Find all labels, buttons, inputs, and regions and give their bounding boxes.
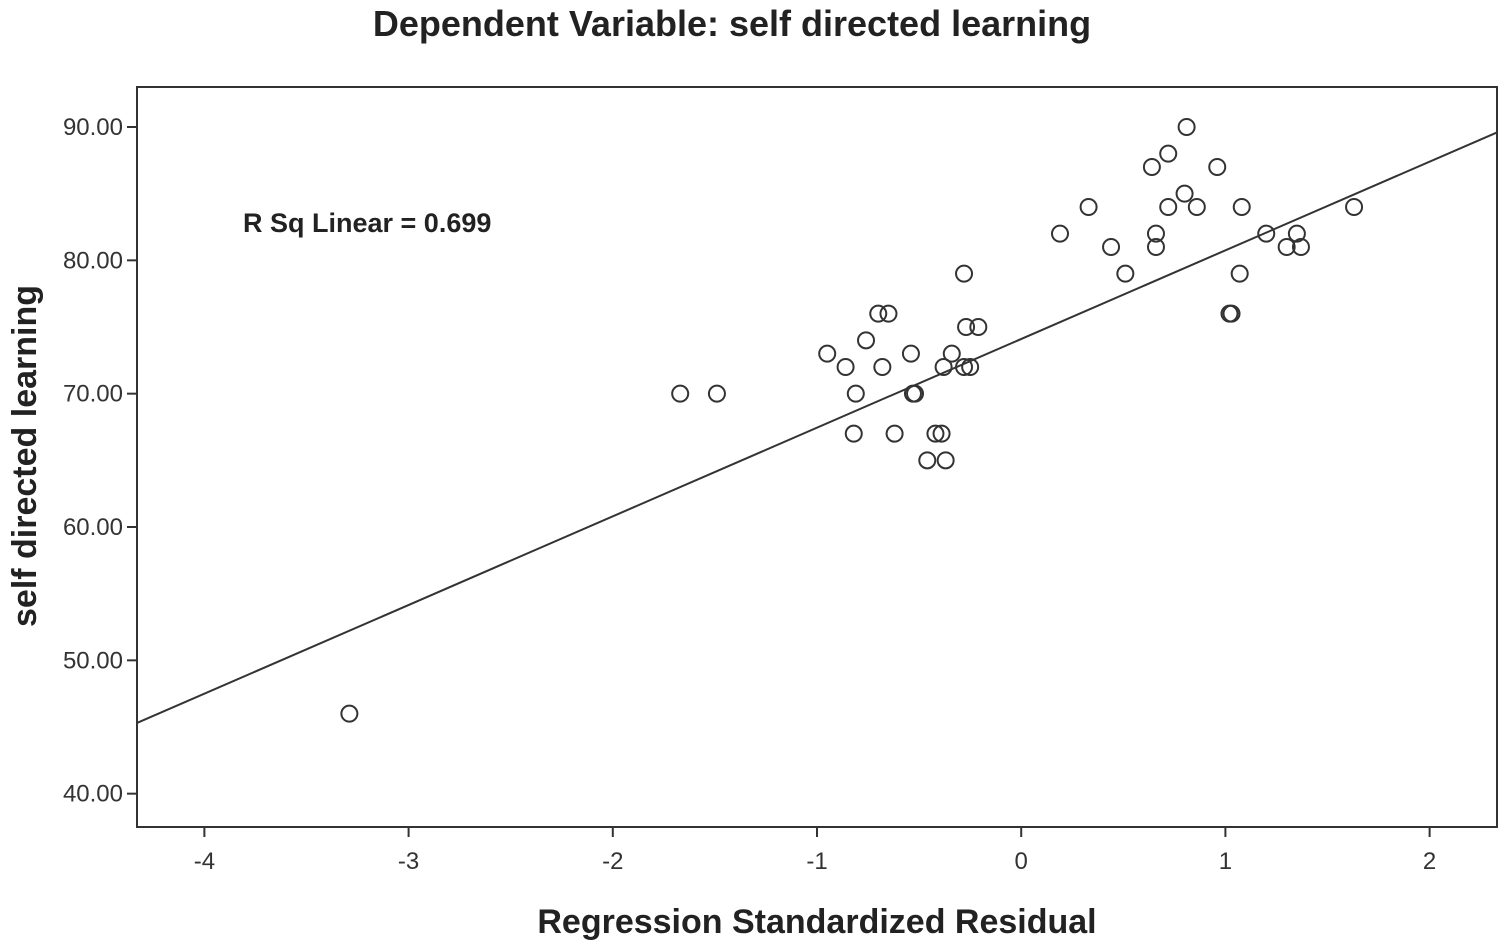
x-tick-label: -1 <box>806 848 827 875</box>
x-tick-label: -4 <box>194 848 215 875</box>
scatter-point <box>957 318 976 336</box>
scatter-point <box>1291 238 1310 256</box>
scatter-point <box>1345 198 1364 216</box>
scatter-point <box>961 358 980 376</box>
scatter-point <box>901 344 920 363</box>
chart-title: Dependent Variable: self directed learni… <box>373 3 1091 44</box>
x-tick-label: -3 <box>398 848 419 875</box>
r-squared-annotation: R Sq Linear = 0.699 <box>243 208 491 238</box>
y-tick-label: 60.00 <box>63 514 123 541</box>
scatter-point <box>340 704 359 723</box>
y-axis: 40.00 50.00 60.00 70.00 80.00 90.00 <box>63 114 137 808</box>
scatter-point <box>1287 224 1306 243</box>
x-axis: -4 -3 -2 -1 0 1 2 <box>194 827 1436 875</box>
scatter-point <box>1208 158 1227 176</box>
scatter-point <box>885 424 904 443</box>
scatter-point <box>1257 224 1276 243</box>
scatter-point <box>844 424 863 443</box>
scatter-point <box>1277 238 1296 256</box>
scatter-point <box>1159 144 1178 163</box>
scatter-point <box>1116 264 1135 283</box>
scatter-point <box>1175 184 1194 203</box>
scatter-point <box>1230 264 1249 283</box>
scatter-point <box>906 384 925 403</box>
scatter-point <box>857 331 876 350</box>
scatter-point <box>934 358 953 376</box>
scatter-point <box>671 384 690 403</box>
scatter-point <box>955 358 974 376</box>
scatter-point <box>969 318 988 336</box>
scatter-point <box>1079 198 1098 216</box>
scatter-point <box>707 384 726 403</box>
scatter-point <box>1187 198 1206 216</box>
scatter-point <box>932 424 951 443</box>
scatter-point <box>1142 158 1161 176</box>
x-tick-label: 1 <box>1219 848 1232 875</box>
y-tick-label: 80.00 <box>63 247 123 274</box>
scatter-point <box>1159 198 1178 216</box>
y-tick-label: 90.00 <box>63 114 123 141</box>
scatter-point <box>873 358 892 376</box>
plot-area-frame <box>136 86 1498 828</box>
y-tick-label: 70.00 <box>63 381 123 408</box>
scatter-point <box>936 451 955 470</box>
scatter-point <box>1222 304 1241 323</box>
scatter-point <box>1232 198 1251 216</box>
scatter-point <box>926 424 945 443</box>
scatter-point <box>1146 224 1165 243</box>
x-axis-label: Regression Standardized Residual <box>537 903 1096 941</box>
y-axis-label: self directed learning <box>6 285 44 627</box>
scatter-point <box>869 304 888 323</box>
scatter-point <box>836 358 855 376</box>
scatter-point <box>1051 224 1070 243</box>
scatter-point <box>942 344 961 363</box>
x-tick-label: 2 <box>1423 848 1436 875</box>
scatter-point <box>1102 238 1121 256</box>
data-points <box>340 118 1364 723</box>
regression-fit-line <box>136 131 1498 724</box>
scatter-point <box>818 344 837 363</box>
x-tick-label: -2 <box>602 848 623 875</box>
fit-line-group <box>136 131 1498 724</box>
scatter-point <box>955 264 974 283</box>
x-tick-label: 0 <box>1015 848 1028 875</box>
scatter-point <box>1177 118 1196 136</box>
y-tick-label: 40.00 <box>63 781 123 808</box>
y-tick-label: 50.00 <box>63 647 123 674</box>
scatter-point <box>846 384 865 403</box>
scatter-point <box>918 451 937 470</box>
scatter-point <box>879 304 898 323</box>
scatter-point <box>1146 238 1165 256</box>
